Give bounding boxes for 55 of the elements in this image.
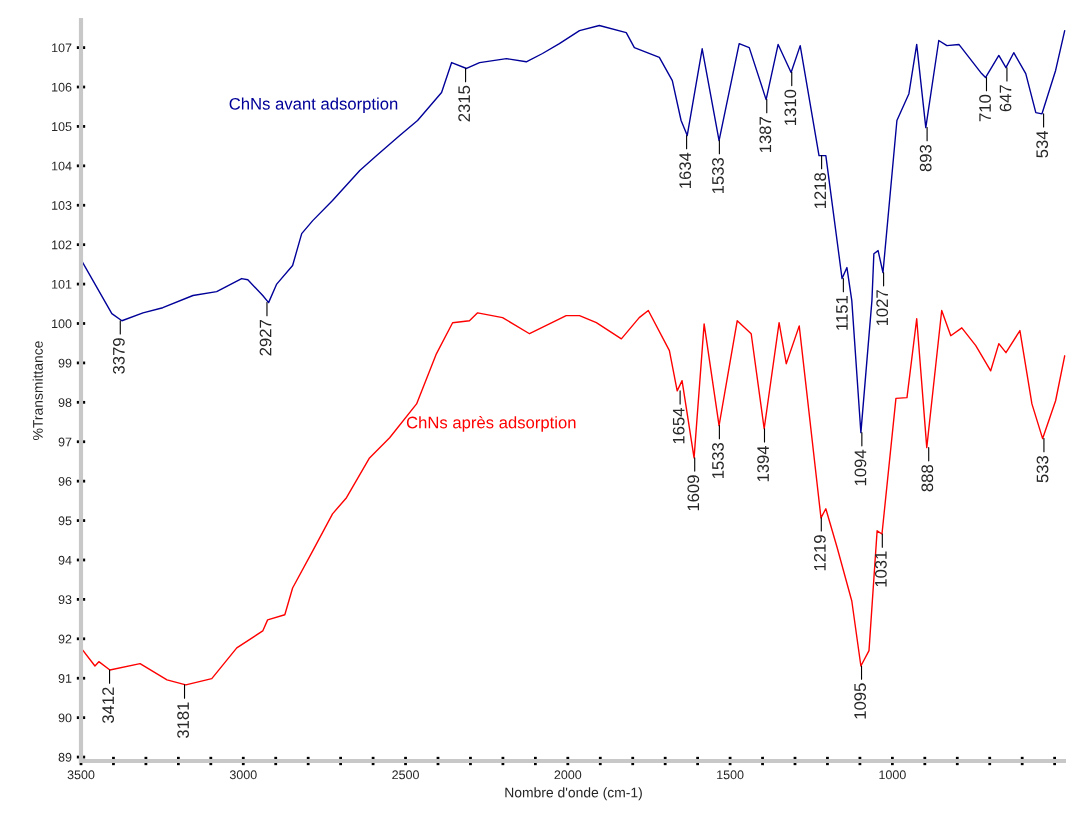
annotation: 3412 xyxy=(102,687,115,724)
x-tick-label: 1000 xyxy=(879,770,906,780)
y-tick-label: 99 xyxy=(58,358,72,368)
annotation: 1533 xyxy=(712,442,724,479)
annotation: 1634 xyxy=(679,152,692,188)
y-tick-label: 104 xyxy=(52,161,72,171)
annotation: 1094 xyxy=(854,449,867,486)
y-tick-label: 107 xyxy=(52,43,72,53)
annotation: 1027 xyxy=(876,290,889,326)
y-axis-title: %Transmittance xyxy=(32,341,43,440)
y-tick-label: 106 xyxy=(52,82,72,92)
annotation: 1095 xyxy=(854,683,867,719)
annotation: 3379 xyxy=(112,338,125,374)
y-tick-label: 89 xyxy=(58,752,72,762)
x-tick-label: 3500 xyxy=(67,770,95,780)
annotation: 1219 xyxy=(813,535,826,571)
y-tick-label: 94 xyxy=(58,555,72,565)
series-label: ChNs avant adsorption xyxy=(229,97,398,113)
annotation: 1031 xyxy=(874,551,887,587)
y-tick-label: 105 xyxy=(52,122,72,132)
annotation: 1218 xyxy=(814,172,827,209)
y-tick-label: 102 xyxy=(52,240,72,250)
annotation: 1310 xyxy=(784,89,797,125)
x-tick-label: 2500 xyxy=(392,770,419,780)
annotation: 710 xyxy=(979,94,991,122)
y-tick-label: 93 xyxy=(58,595,72,605)
annotation: 3181 xyxy=(177,702,189,739)
y-tick-label: 100 xyxy=(52,319,72,329)
y-tick-label: 98 xyxy=(58,398,72,407)
x-tick-label: 3000 xyxy=(229,770,257,780)
y-tick-label: 95 xyxy=(58,516,72,526)
annotation: 2927 xyxy=(259,320,272,356)
annotation: 1609 xyxy=(687,475,700,511)
y-tick-label: 92 xyxy=(58,634,72,644)
annotation: 1151 xyxy=(836,296,848,330)
annotation: 533 xyxy=(1036,455,1049,483)
annotation: 1387 xyxy=(759,117,772,153)
x-axis-title: Nombre d'onde (cm-1) xyxy=(505,787,642,801)
annotation: 1394 xyxy=(757,445,769,482)
annotation: 1654 xyxy=(672,408,685,444)
y-tick-label: 90 xyxy=(58,713,72,723)
x-tick-label: 1500 xyxy=(717,770,744,780)
annotation: 1533 xyxy=(712,158,724,194)
annotation: 893 xyxy=(919,145,932,172)
annotation: 2315 xyxy=(458,85,471,122)
annotation: 534 xyxy=(1036,130,1049,158)
y-tick-label: 91 xyxy=(58,674,72,683)
y-tick-label: 103 xyxy=(52,201,72,210)
annotation: 888 xyxy=(921,465,934,492)
series-label: ChNs après adsorption xyxy=(406,415,576,432)
x-tick-label: 2000 xyxy=(554,770,582,780)
y-tick-label: 101 xyxy=(52,279,72,289)
y-tick-label: 96 xyxy=(58,476,72,486)
annotation: 647 xyxy=(999,85,1012,112)
y-tick-label: 97 xyxy=(58,437,72,447)
